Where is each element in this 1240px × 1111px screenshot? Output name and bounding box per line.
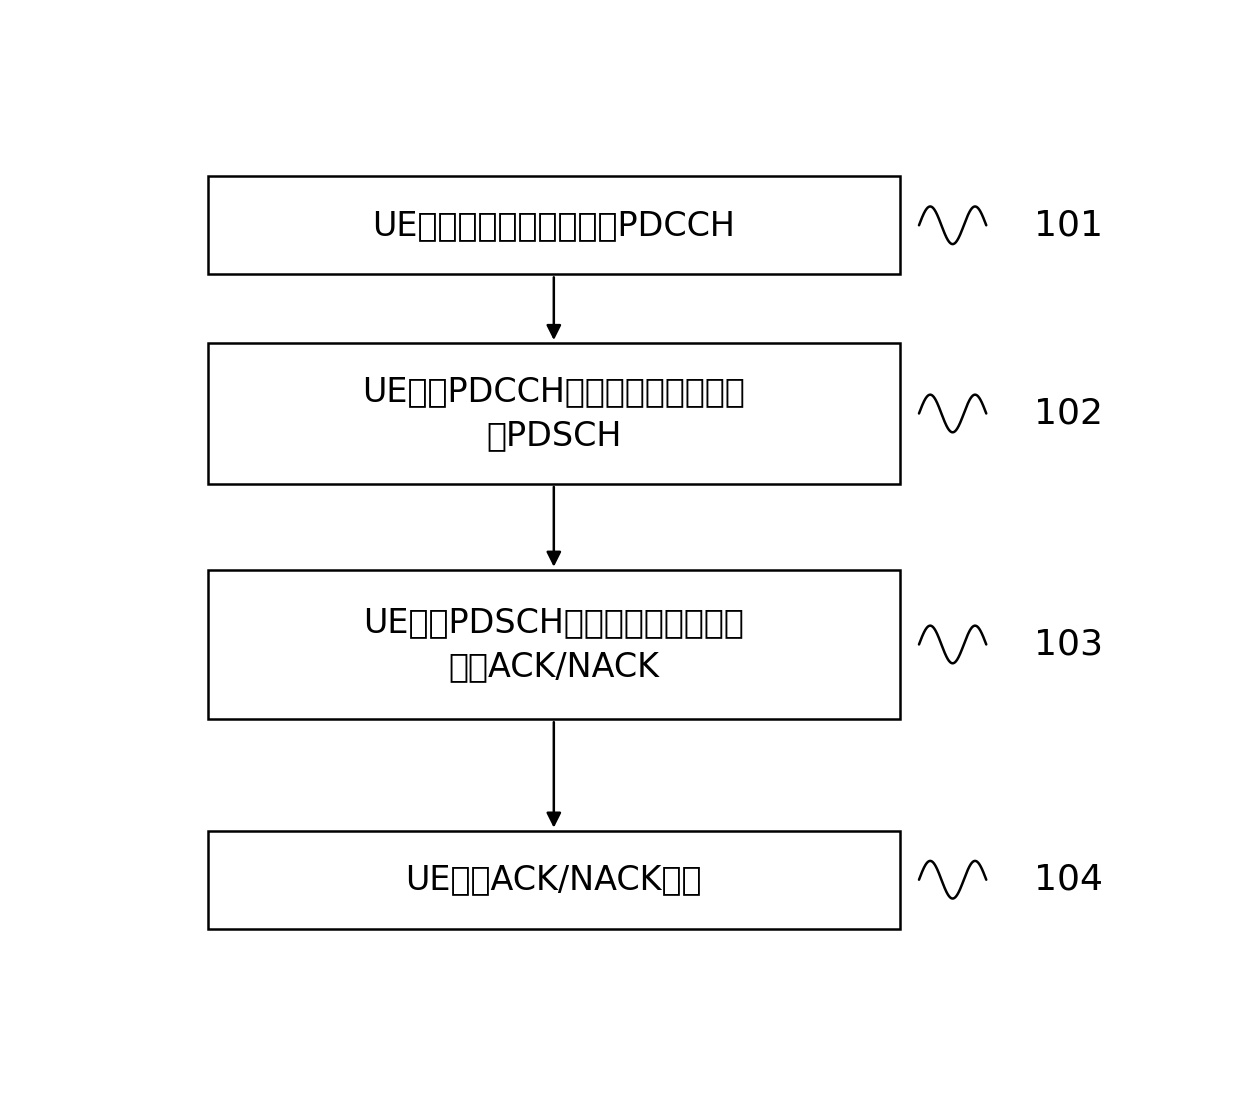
Text: UE根据PDSCH的解调结果得到应答
消息ACK/NACK: UE根据PDSCH的解调结果得到应答 消息ACK/NACK — [363, 607, 744, 682]
Text: UE解调各个分量载波上的PDCCH: UE解调各个分量载波上的PDCCH — [372, 209, 735, 242]
Text: 104: 104 — [1034, 862, 1104, 897]
Text: 102: 102 — [1034, 397, 1104, 431]
Bar — [208, 343, 900, 484]
Bar — [208, 570, 900, 719]
Bar — [208, 176, 900, 274]
Text: 101: 101 — [1034, 209, 1104, 242]
Bar — [208, 831, 900, 929]
Text: UE进行ACK/NACK反馈: UE进行ACK/NACK反馈 — [405, 863, 702, 897]
Text: UE根据PDCCH解调各个分量载波上
的PDSCH: UE根据PDCCH解调各个分量载波上 的PDSCH — [362, 376, 745, 452]
Text: 103: 103 — [1034, 628, 1104, 662]
